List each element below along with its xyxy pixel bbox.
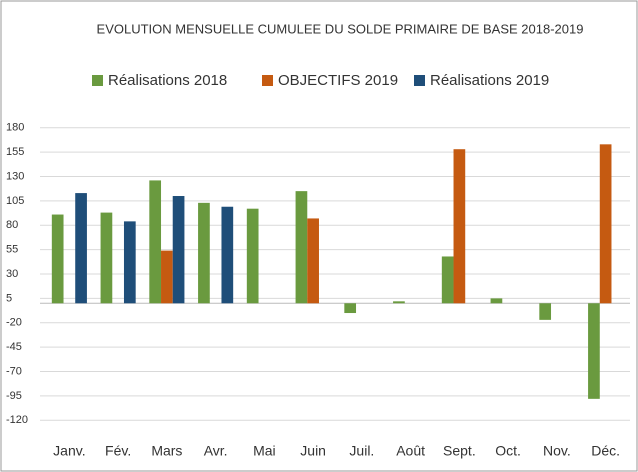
bar [295, 191, 308, 304]
y-tick-label: 30 [6, 268, 18, 280]
bar [198, 202, 210, 304]
y-tick-label: -45 [6, 341, 22, 353]
legend-label: Réalisations 2018 [108, 72, 227, 89]
x-tick-label: Mars [151, 443, 182, 459]
legend-label: OBJECTIFS 2019 [278, 72, 398, 89]
legend-label: Réalisations 2019 [430, 72, 549, 89]
bar [588, 303, 600, 399]
x-tick-label: Mai [253, 443, 276, 459]
y-tick-label: 130 [6, 170, 24, 182]
bar [246, 208, 259, 304]
bar [75, 193, 87, 304]
bar [599, 144, 612, 304]
bar [149, 180, 162, 304]
bar [307, 218, 319, 304]
legend: Réalisations 2018 OBJECTIFS 2019 Réalisati… [92, 72, 549, 89]
bar [344, 303, 357, 314]
bar [51, 214, 64, 304]
x-tick-label: Juin [300, 443, 326, 459]
y-tick-label: 105 [6, 195, 24, 207]
bar [441, 256, 454, 304]
x-tick-label: Sept. [443, 443, 476, 459]
bar [161, 250, 173, 304]
y-tick-label: 155 [6, 146, 24, 158]
chart-title: EVOLUTION MENSUELLE CUMULEE DU SOLDE PRI… [97, 21, 584, 36]
bar [100, 212, 113, 304]
bar [539, 303, 552, 320]
bar [123, 221, 136, 304]
x-tick-label: Nov. [543, 443, 571, 459]
x-tick-label: Août [396, 443, 425, 459]
y-tick-label: 55 [6, 244, 18, 256]
y-tick-label: 180 [6, 122, 24, 134]
y-tick-label: -120 [6, 414, 28, 426]
bar [221, 206, 234, 304]
x-tick-label: Janv. [53, 443, 85, 459]
x-tick-label: Juil. [349, 443, 374, 459]
x-tick-label: Déc. [591, 443, 620, 459]
y-tick-label: -20 [6, 317, 22, 329]
legend-swatch [92, 75, 103, 86]
legend-swatch [414, 75, 425, 86]
y-tick-label: 80 [6, 219, 18, 231]
x-tick-label: Fév. [105, 443, 131, 459]
y-tick-label: 5 [6, 292, 12, 304]
y-tick-label: -70 [6, 365, 22, 377]
x-tick-label: Avr. [204, 443, 228, 459]
bar [172, 196, 185, 304]
x-tick-label: Oct. [495, 443, 521, 459]
legend-swatch [262, 75, 273, 86]
y-tick-label: -95 [6, 390, 22, 402]
bar [393, 301, 405, 304]
bar [490, 298, 503, 304]
bar [453, 149, 466, 304]
